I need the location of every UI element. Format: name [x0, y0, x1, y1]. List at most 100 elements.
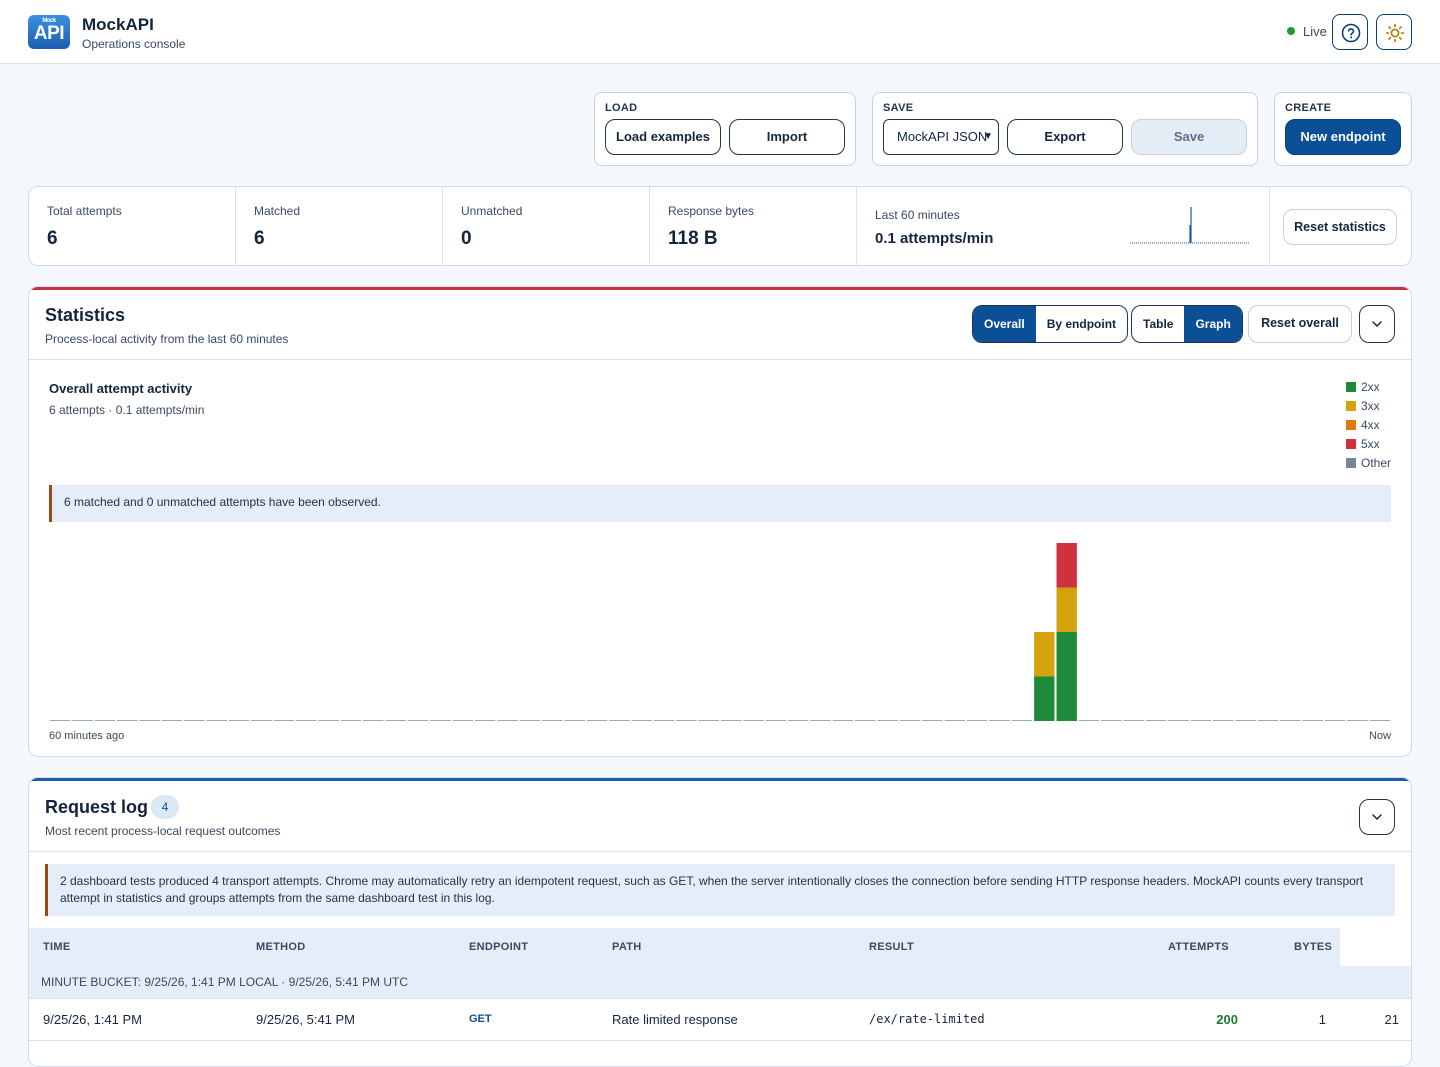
mode-segmented-control: Table Graph: [1131, 305, 1243, 343]
total-attempts-stat: Total attempts 6: [29, 187, 236, 265]
load-group-label: LOAD: [605, 102, 638, 114]
panel-accent: [29, 778, 1411, 781]
chevron-down-icon: [1372, 321, 1382, 328]
live-indicator: Live: [1287, 24, 1327, 39]
create-group-label: CREATE: [1285, 102, 1332, 114]
legend-other: Other: [1346, 456, 1391, 470]
save-button[interactable]: Save: [1131, 119, 1247, 155]
request-log-panel: Request log 4 Most recent process-local …: [28, 777, 1412, 1067]
stat-label: Matched: [254, 204, 301, 218]
app-logo: Mock API: [28, 15, 70, 49]
legend-swatch: [1346, 439, 1356, 449]
legend-swatch: [1346, 458, 1356, 468]
legend-swatch: [1346, 382, 1356, 392]
statistics-subtitle: Process-local activity from the last 60 …: [45, 332, 289, 346]
column-header-method: METHOD: [242, 928, 455, 966]
column-header-attempts: ATTEMPTS: [1154, 928, 1280, 966]
legend-5xx: 5xx: [1346, 437, 1380, 451]
load-group: LOAD Load examples Import: [594, 92, 856, 166]
cell-bytes: 1: [1280, 998, 1340, 1041]
column-header-spacer: [1340, 928, 1411, 966]
tab-graph[interactable]: Graph: [1184, 306, 1242, 342]
export-button[interactable]: Export: [1007, 119, 1123, 155]
live-label: Live: [1303, 24, 1327, 39]
tab-overall[interactable]: Overall: [973, 306, 1036, 342]
stat-value: 6: [254, 228, 265, 249]
column-header-bytes: BYTES: [1280, 928, 1340, 966]
stat-value: 0.1 attempts/min: [875, 230, 994, 247]
cell-result: /ex/rate-limited: [855, 998, 1154, 1041]
request-count-badge: 4: [151, 795, 179, 819]
view-segmented-control: Overall By endpoint: [972, 305, 1129, 343]
cell-extra: 21: [1340, 998, 1411, 1041]
tab-by-endpoint[interactable]: By endpoint: [1046, 317, 1117, 331]
legend-swatch: [1346, 401, 1356, 411]
cell-time: 9/25/26, 1:41 PM: [29, 998, 242, 1041]
save-group: SAVE MockAPI JSON ▼ Export Save: [872, 92, 1258, 166]
unmatched-stat: Unmatched 0: [443, 187, 650, 265]
create-group: CREATE New endpoint: [1274, 92, 1412, 166]
new-endpoint-button[interactable]: New endpoint: [1285, 119, 1401, 155]
column-header-path: PATH: [598, 928, 855, 966]
legend-label: 5xx: [1361, 437, 1380, 451]
cell-path: Rate limited response: [598, 998, 855, 1041]
legend-label: Other: [1361, 456, 1392, 470]
request-log-subtitle: Most recent process-local request outcom…: [45, 824, 281, 838]
stat-label: Response bytes: [668, 204, 755, 218]
reset-overall-button[interactable]: Reset overall: [1248, 305, 1352, 343]
cell-attempts: 200: [1154, 998, 1280, 1041]
collapse-request-log-button[interactable]: [1359, 799, 1395, 835]
collapse-statistics-button[interactable]: [1359, 305, 1395, 343]
table-header-row: TIME METHOD ENDPOINT PATH RESULT ATTEMPT…: [29, 928, 1411, 966]
export-format-select[interactable]: MockAPI JSON ▼: [883, 119, 999, 155]
legend-4xx: 4xx: [1346, 418, 1380, 432]
divider: [29, 851, 1411, 852]
column-header-time: TIME: [29, 928, 242, 966]
theme-toggle-button[interactable]: [1376, 14, 1412, 50]
load-examples-button[interactable]: Load examples: [605, 119, 721, 155]
chevron-down-icon: ▼: [983, 131, 993, 142]
chart-subtitle: 6 attempts · 0.1 attempts/min: [49, 403, 205, 417]
legend-3xx: 3xx: [1346, 399, 1380, 413]
x-axis-end-label: Now: [1368, 730, 1391, 742]
matched-stat: Matched 6: [236, 187, 443, 265]
stat-value: 118 B: [668, 228, 718, 249]
tab-table[interactable]: Table: [1143, 317, 1174, 331]
chart-title: Overall attempt activity: [49, 381, 193, 396]
logo-small-text: Mock: [42, 18, 56, 24]
column-header-result: RESULT: [855, 928, 1154, 966]
bar-segment-2xx: [1034, 676, 1055, 721]
app-title: MockAPI: [82, 15, 154, 34]
column-header-endpoint: ENDPOINT: [455, 928, 598, 966]
minute-bucket-label: MINUTE BUCKET: 9/25/26, 1:41 PM LOCAL · …: [29, 966, 1411, 999]
save-group-label: SAVE: [883, 102, 914, 114]
cell-method: 9/25/26, 5:41 PM: [242, 998, 455, 1041]
divider: [29, 359, 1411, 360]
stat-label: Unmatched: [461, 204, 523, 218]
legend-label: 2xx: [1361, 380, 1380, 394]
legend-swatch: [1346, 420, 1356, 430]
request-log-table: TIME METHOD ENDPOINT PATH RESULT ATTEMPT…: [29, 928, 1411, 1041]
reset-statistics-button[interactable]: Reset statistics: [1283, 209, 1397, 245]
statistics-panel: Statistics Process-local activity from t…: [28, 286, 1412, 757]
stat-label: Total attempts: [47, 204, 122, 218]
legend-label: 4xx: [1361, 418, 1380, 432]
help-button[interactable]: [1332, 14, 1368, 50]
cell-endpoint: GET: [455, 998, 598, 1041]
attempt-activity-chart: [50, 543, 1390, 721]
panel-accent: [29, 287, 1411, 290]
bar-segment-3xx: [1034, 632, 1055, 677]
bar-segment-3xx: [1056, 587, 1077, 632]
legend-label: 3xx: [1361, 399, 1380, 413]
export-format-value: MockAPI JSON: [897, 129, 988, 144]
help-icon: [1341, 23, 1361, 43]
top-bar: Mock API MockAPI Operations console Live: [0, 0, 1440, 64]
chevron-down-icon: [1372, 814, 1382, 821]
import-button[interactable]: Import: [729, 119, 845, 155]
stat-value: 6: [47, 228, 58, 249]
sun-icon: [1385, 23, 1405, 43]
logo-big-text: API: [33, 23, 65, 44]
request-log-title: Request log: [45, 797, 149, 817]
table-row[interactable]: 9/25/26, 1:41 PM 9/25/26, 5:41 PM GET Ra…: [29, 998, 1411, 1041]
stat-label: Last 60 minutes: [875, 208, 960, 222]
